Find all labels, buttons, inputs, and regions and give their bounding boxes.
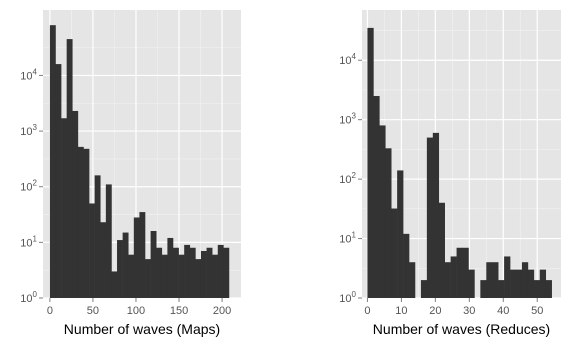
histogram-bar: [403, 233, 410, 298]
y-tick-label: 103: [339, 112, 356, 127]
x-tick-label: 50: [531, 305, 543, 317]
x-tick-label: 100: [127, 305, 145, 317]
histogram-bar: [200, 250, 207, 298]
y-tick-label: 102: [20, 179, 37, 194]
histogram-bar: [212, 254, 219, 298]
histogram-bar: [55, 64, 62, 299]
histogram-bar: [486, 262, 493, 298]
histogram-bar: [167, 237, 174, 298]
histogram-bar: [89, 203, 95, 298]
histogram-bar: [432, 132, 440, 298]
histogram-bar: [510, 269, 517, 298]
histogram-bar: [189, 247, 196, 298]
histogram-bar: [545, 280, 552, 298]
histogram-bar: [504, 256, 511, 298]
histogram-bar: [195, 259, 202, 298]
x-tick-label: 0: [364, 305, 370, 317]
histogram-bar: [391, 208, 398, 298]
histogram-bar: [83, 148, 90, 298]
y-tick-label: 103: [20, 123, 37, 138]
histogram-bar: [468, 269, 475, 298]
histogram-bars: [49, 25, 230, 299]
y-tick-label: 104: [339, 52, 356, 67]
x-tick-label: 0: [47, 305, 53, 317]
histogram-bar: [178, 254, 185, 298]
x-tick-label: 20: [429, 305, 441, 317]
histogram-bar: [462, 247, 469, 298]
histogram-bar: [139, 212, 146, 298]
histogram-bar: [498, 280, 505, 298]
histogram-bar: [72, 110, 79, 298]
x-tick-label: 40: [497, 305, 509, 317]
histogram-bar: [367, 27, 374, 299]
histogram-bar: [206, 247, 213, 298]
y-tick-label: 100: [339, 290, 356, 305]
histogram-bar: [373, 96, 380, 299]
histogram-bar: [438, 202, 445, 298]
histogram-bar: [456, 247, 463, 298]
histogram-bar: [480, 280, 487, 298]
histogram-bar: [122, 232, 129, 298]
histogram-bar: [527, 269, 535, 298]
histogram-bar: [539, 269, 547, 298]
histogram-bar: [385, 148, 392, 298]
x-tick-label: 150: [170, 305, 188, 317]
histogram-bar: [223, 247, 230, 298]
x-axis-title: Number of waves (Reduces): [373, 321, 550, 337]
histogram-bar: [444, 262, 451, 298]
x-axis-title: Number of waves (Maps): [64, 321, 220, 337]
histogram-bar: [516, 269, 523, 298]
histogram-bar: [61, 118, 67, 298]
histogram-bar: [379, 125, 386, 298]
histogram-bar: [156, 247, 163, 298]
x-tick-label: 30: [463, 305, 475, 317]
histogram-bar: [145, 259, 151, 298]
y-tick-label: 101: [20, 234, 37, 249]
histogram-bar: [409, 262, 416, 298]
histogram-bars: [367, 27, 552, 299]
x-tick-label: 200: [213, 305, 231, 317]
histogram-bar: [161, 254, 168, 298]
y-tick-label: 101: [339, 231, 356, 246]
histogram-bar: [49, 25, 56, 298]
y-tick-label: 104: [20, 67, 37, 82]
histogram-bar: [94, 175, 101, 298]
histogram-bar: [77, 146, 84, 298]
x-tick-label: 10: [395, 305, 407, 317]
histogram-bar: [533, 280, 541, 298]
histogram-bar: [133, 217, 140, 298]
histogram-bar: [217, 244, 224, 298]
chart-panel-maps: 0 50 100 150 200 100 101 102 103 104 Number of wav…: [20, 10, 241, 337]
histogram-bar: [105, 184, 112, 298]
chart-panel-reduces: 0 10 20 30 40 50 100 101 102 103 104 Number of wave…: [339, 10, 561, 337]
histogram-bar: [128, 254, 135, 298]
histogram-bar: [184, 244, 191, 298]
histogram-bar: [426, 137, 434, 298]
histogram-bar: [492, 262, 499, 298]
histogram-bar: [420, 280, 428, 298]
histogram-bar: [66, 39, 73, 299]
histogram-bar: [117, 240, 123, 298]
histogram-bar: [111, 271, 118, 298]
histogram-bar: [521, 262, 529, 298]
histogram-bar: [172, 247, 179, 298]
x-tick-label: 50: [87, 305, 99, 317]
histogram-bar: [450, 256, 457, 298]
y-tick-label: 102: [339, 171, 356, 186]
histogram-bar: [150, 231, 157, 298]
histogram-bar: [397, 170, 404, 298]
histogram-bar: [100, 222, 107, 298]
y-tick-label: 100: [20, 290, 37, 305]
